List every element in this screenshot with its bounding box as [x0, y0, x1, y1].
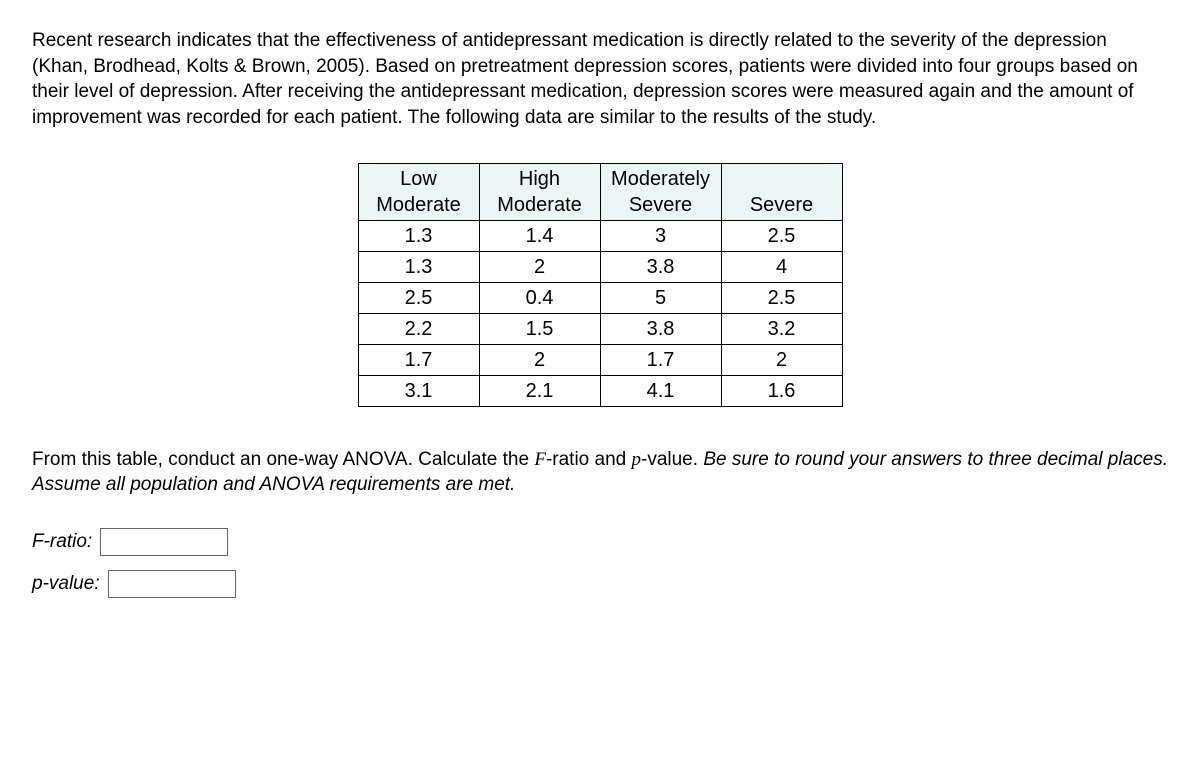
cell: 5 — [600, 282, 721, 313]
cell: 1.5 — [479, 313, 600, 344]
data-table-wrap: Low Moderate High Moderate Moderately Se… — [32, 163, 1168, 407]
data-table: Low Moderate High Moderate Moderately Se… — [358, 163, 843, 407]
f-ratio-input[interactable] — [100, 528, 228, 556]
table-row: 2.5 0.4 5 2.5 — [358, 282, 842, 313]
f-ratio-row: F-ratio: — [32, 528, 1168, 556]
question-prompt: Recent research indicates that the effec… — [32, 28, 1168, 131]
col-header-severe: Severe — [721, 163, 842, 220]
table-row: 2.2 1.5 3.8 3.2 — [358, 313, 842, 344]
cell: 2.1 — [479, 375, 600, 406]
p-value-input[interactable] — [108, 570, 236, 598]
cell: 4.1 — [600, 375, 721, 406]
cell: 3.8 — [600, 313, 721, 344]
answer-section: F-ratio: p-value: — [32, 528, 1168, 598]
cell: 1.7 — [358, 344, 479, 375]
cell: 2.2 — [358, 313, 479, 344]
cell: 3.2 — [721, 313, 842, 344]
cell: 1.3 — [358, 220, 479, 251]
table-header-row: Low Moderate High Moderate Moderately Se… — [358, 163, 842, 220]
p-value-row: p-value: — [32, 570, 1168, 598]
table-body: 1.3 1.4 3 2.5 1.3 2 3.8 4 2.5 0.4 5 2.5 … — [358, 220, 842, 406]
col-header-low-moderate: Low Moderate — [358, 163, 479, 220]
p-symbol: p — [632, 449, 642, 470]
cell: 1.4 — [479, 220, 600, 251]
cell: 4 — [721, 251, 842, 282]
f-ratio-label: F-ratio: — [32, 531, 92, 553]
cell: 3.1 — [358, 375, 479, 406]
cell: 3.8 — [600, 251, 721, 282]
p-value-label: p-value: — [32, 573, 100, 595]
cell: 3 — [600, 220, 721, 251]
table-row: 3.1 2.1 4.1 1.6 — [358, 375, 842, 406]
cell: 0.4 — [479, 282, 600, 313]
table-row: 1.3 2 3.8 4 — [358, 251, 842, 282]
col-header-moderately-severe: Moderately Severe — [600, 163, 721, 220]
cell: 1.3 — [358, 251, 479, 282]
cell: 2 — [721, 344, 842, 375]
cell: 1.6 — [721, 375, 842, 406]
cell: 1.7 — [600, 344, 721, 375]
table-row: 1.3 1.4 3 2.5 — [358, 220, 842, 251]
table-row: 1.7 2 1.7 2 — [358, 344, 842, 375]
instruction-text: From this table, conduct an one-way ANOV… — [32, 447, 1168, 498]
cell: 2.5 — [358, 282, 479, 313]
cell: 2 — [479, 344, 600, 375]
cell: 2.5 — [721, 282, 842, 313]
col-header-high-moderate: High Moderate — [479, 163, 600, 220]
F-symbol: F — [534, 449, 546, 470]
cell: 2.5 — [721, 220, 842, 251]
cell: 2 — [479, 251, 600, 282]
